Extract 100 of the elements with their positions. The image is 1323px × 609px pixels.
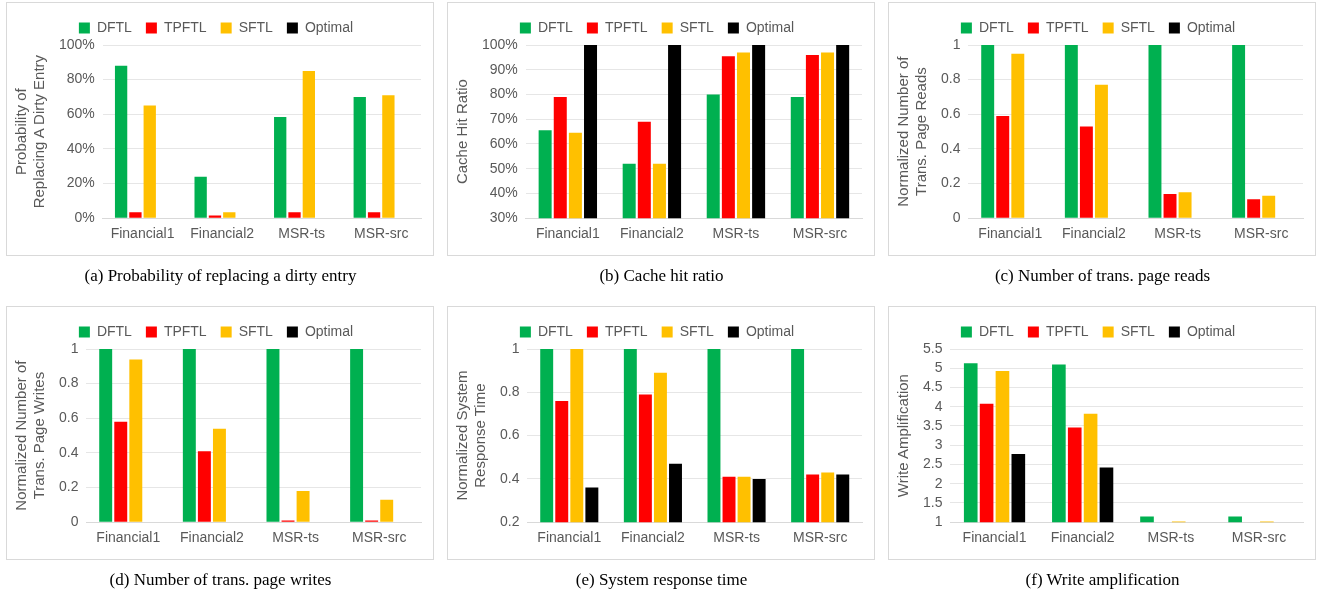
legend-label: SFTL — [238, 322, 274, 339]
y-tick-label: 40% — [66, 139, 95, 156]
bar — [288, 212, 301, 218]
y-axis-title: Probability of Replacing A Dirty Entry — [12, 54, 48, 209]
legend-label: DFTL — [537, 322, 574, 339]
y-tick-label: 2 — [934, 474, 943, 491]
legend-label: SFTL — [1120, 18, 1156, 35]
legend-label: TPFTL — [604, 18, 648, 35]
bar — [296, 491, 310, 522]
bar — [1064, 45, 1078, 218]
y-tick-label: 60% — [66, 105, 95, 122]
y-tick-label: 0.2 — [499, 513, 520, 530]
legend-label: DFTL — [96, 18, 133, 35]
x-tick-label: MSR-src — [351, 529, 407, 546]
y-tick-label: 4 — [934, 397, 943, 414]
legend-label: SFTL — [238, 18, 274, 35]
x-tick-label: MSR-ts — [712, 225, 760, 242]
y-tick-label: 40% — [489, 184, 518, 201]
x-tick-label: MSR-ts — [272, 529, 319, 546]
legend-label: TPFTL — [1045, 322, 1089, 339]
y-axis-title: Cache Hit Ratio — [453, 79, 471, 185]
bar — [350, 349, 364, 522]
y-axis-title: Write Amplification — [894, 374, 912, 498]
bar — [182, 349, 196, 522]
legend-label: Optimal — [745, 322, 795, 339]
bar — [99, 349, 113, 522]
legend-label: DFTL — [537, 18, 574, 35]
legend-label: Optimal — [1186, 18, 1236, 35]
y-tick-label: 0.6 — [58, 409, 79, 426]
text: (b) Cache hit ratio — [598, 266, 725, 286]
legend-label: Optimal — [745, 18, 795, 35]
text: (c) Number of trans. page reads — [993, 266, 1212, 286]
y-tick-label: 0.6 — [499, 426, 520, 443]
y-axis-title: Normalized Number of Trans. Page Reads — [894, 55, 930, 207]
bar — [1011, 53, 1025, 218]
legend-label: DFTL — [96, 322, 133, 339]
y-tick-label: 1 — [511, 339, 520, 356]
y-tick-label: 0.2 — [940, 174, 961, 191]
y-tick-label: 3.5 — [922, 416, 943, 433]
x-tick-label: MSR-src — [792, 225, 848, 242]
x-tick-label: MSR-ts — [278, 225, 326, 242]
bar — [1079, 126, 1093, 218]
x-tick-label: MSR-src — [1233, 225, 1289, 242]
bar — [1178, 192, 1192, 218]
bar — [194, 176, 207, 218]
text: (d) Number of trans. page writes — [108, 570, 333, 590]
y-tick-label: 0.8 — [499, 383, 520, 400]
legend-label: SFTL — [679, 322, 715, 339]
bar — [367, 212, 381, 218]
y-tick-label: 3 — [934, 436, 943, 453]
bar — [380, 499, 394, 522]
y-tick-label: 30% — [489, 209, 518, 226]
legend-label: DFTL — [978, 18, 1015, 35]
x-tick-label: MSR-src — [354, 225, 409, 242]
y-tick-label: 0.4 — [58, 443, 79, 460]
y-tick-label: 0% — [74, 209, 95, 226]
bar — [223, 212, 236, 218]
bar — [114, 65, 128, 218]
y-tick-label: 0.4 — [499, 469, 520, 486]
y-axis-title: Normalized Number of Trans. Page Writes — [12, 359, 48, 511]
legend-label: SFTL — [679, 18, 715, 35]
bar — [129, 212, 142, 218]
y-tick-label: 20% — [66, 174, 95, 191]
bar — [1232, 45, 1246, 218]
legend-label: DFTL — [978, 322, 1015, 339]
y-tick-label: 2.5 — [922, 455, 943, 472]
legend-label: Optimal — [304, 322, 354, 339]
y-tick-label: 0.8 — [940, 70, 961, 87]
y-tick-label: 0.2 — [58, 478, 79, 495]
legend-label: Optimal — [304, 18, 354, 35]
bar — [274, 116, 287, 218]
y-tick-label: 100% — [58, 35, 95, 52]
y-tick-label: 5 — [934, 359, 943, 376]
legend-label: SFTL — [1120, 322, 1156, 339]
y-tick-label: 1.5 — [922, 493, 943, 510]
bar — [1247, 199, 1261, 218]
bar — [143, 105, 156, 218]
x-tick-label: Financial2 — [190, 225, 255, 242]
y-tick-label: 0.4 — [940, 139, 961, 156]
x-tick-label: Financial1 — [978, 225, 1043, 242]
y-tick-label: 50% — [489, 159, 518, 176]
x-tick-label: Financial1 — [96, 529, 161, 546]
x-tick-label: MSR-src — [792, 529, 848, 546]
x-tick-label: Financial1 — [110, 225, 175, 242]
legend-label: TPFTL — [163, 322, 207, 339]
x-tick-label: MSR-ts — [1154, 225, 1201, 242]
x-tick-label: MSR-src — [1231, 529, 1287, 546]
y-tick-label: 1 — [70, 339, 79, 356]
bar — [197, 451, 211, 522]
y-tick-label: 100% — [481, 35, 518, 52]
bar — [212, 428, 226, 522]
text: (f) Write amplification — [1024, 570, 1181, 590]
bar — [1148, 45, 1162, 218]
y-tick-label: 1 — [934, 513, 943, 530]
legend-label: TPFTL — [604, 322, 648, 339]
x-tick-label: Financial2 — [180, 529, 245, 546]
y-tick-label: 0 — [70, 513, 79, 530]
y-axis-title: Normalized System Response Time — [453, 370, 489, 501]
y-tick-label: 60% — [489, 134, 518, 151]
bar — [1094, 84, 1108, 218]
